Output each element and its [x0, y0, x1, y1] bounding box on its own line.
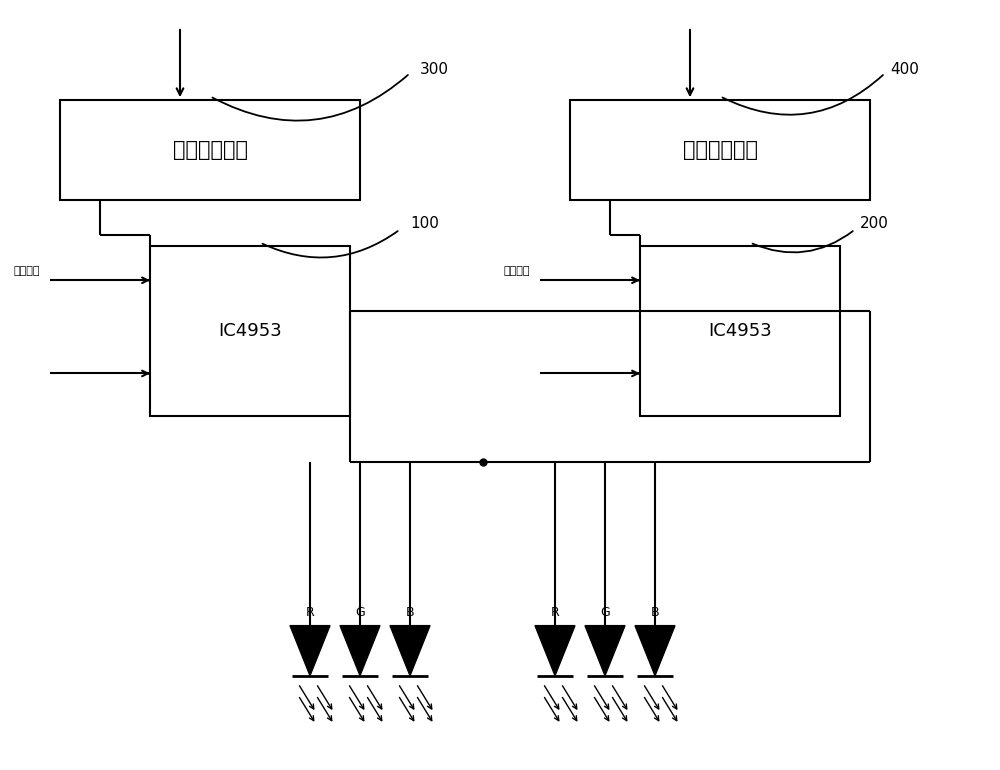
Bar: [60, 100, 360, 200]
Text: 400: 400: [890, 62, 919, 77]
Text: 200: 200: [860, 216, 889, 231]
Text: 第一开关电源: 第一开关电源: [173, 140, 248, 160]
Text: 控制信号: 控制信号: [504, 266, 530, 276]
Text: 第二开关电源: 第二开关电源: [682, 140, 758, 160]
Text: IC4953: IC4953: [708, 322, 772, 340]
Text: R: R: [551, 607, 559, 619]
Bar: [640, 246, 840, 416]
Polygon shape: [390, 625, 430, 676]
Text: R: R: [306, 607, 314, 619]
Polygon shape: [340, 625, 380, 676]
Polygon shape: [585, 625, 625, 676]
Text: G: G: [355, 607, 365, 619]
Text: G: G: [600, 607, 610, 619]
Polygon shape: [290, 625, 330, 676]
Polygon shape: [635, 625, 675, 676]
Bar: [150, 246, 350, 416]
Bar: [570, 100, 870, 200]
Polygon shape: [535, 625, 575, 676]
Text: B: B: [651, 607, 659, 619]
Text: 300: 300: [420, 62, 449, 77]
Text: 控制信号: 控制信号: [13, 266, 40, 276]
Text: B: B: [406, 607, 414, 619]
Text: IC4953: IC4953: [218, 322, 282, 340]
Text: 100: 100: [410, 216, 439, 231]
